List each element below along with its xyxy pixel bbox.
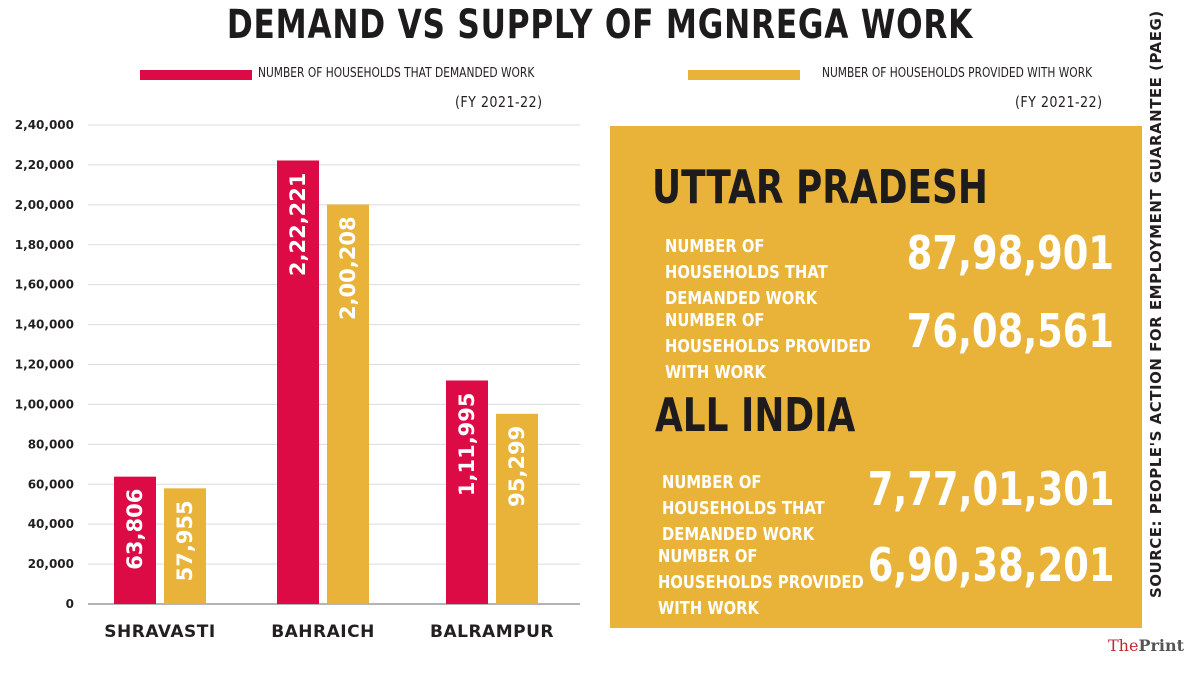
y-tick-label: 1,20,000 bbox=[15, 358, 74, 372]
chart-title: DEMAND VS SUPPLY OF MGNREGA WORK bbox=[226, 2, 974, 48]
theprint-logo: ThePrint bbox=[1108, 636, 1185, 655]
up-provided-label: NUMBER OF HOUSEHOLDS PROVIDED WITH WORK bbox=[665, 310, 871, 383]
region-title-up: UTTAR PRADESH bbox=[652, 160, 988, 214]
y-tick-label: 1,80,000 bbox=[15, 238, 74, 252]
region-title-india: ALL INDIA bbox=[655, 388, 856, 442]
bar bbox=[327, 204, 369, 604]
y-tick-label: 40,000 bbox=[28, 517, 74, 531]
bar bbox=[164, 488, 206, 604]
y-tick-label: 2,00,000 bbox=[15, 198, 74, 212]
data-label: 1,11,995 bbox=[455, 392, 479, 496]
y-tick-label: 1,40,000 bbox=[15, 318, 74, 332]
y-tick-label: 2,20,000 bbox=[15, 158, 74, 172]
bar bbox=[496, 413, 538, 604]
data-label: 57,955 bbox=[173, 500, 197, 581]
up-demanded-value: 87,98,901 bbox=[906, 226, 1114, 280]
y-tick-label: 80,000 bbox=[28, 437, 74, 451]
category-label: SHRAVASTI bbox=[104, 622, 215, 642]
bar-chart: 0 20,000 40,000 60,000 80,000 1,00,000 1,20,00… bbox=[15, 118, 580, 642]
bar bbox=[277, 160, 319, 604]
source-credit: SOURCE: PEOPLE'S ACTION FOR EMPLOYMENT G… bbox=[1147, 10, 1165, 598]
legend-fy-demanded: (FY 2021-22) bbox=[455, 93, 543, 111]
legend-fy-provided: (FY 2021-22) bbox=[1015, 93, 1103, 111]
legend-label-demanded: NUMBER OF HOUSEHOLDS THAT DEMANDED WORK bbox=[258, 66, 535, 81]
legend-swatch-provided bbox=[688, 70, 800, 80]
legend-swatch-demanded bbox=[140, 70, 252, 80]
y-tick-label: 1,60,000 bbox=[15, 278, 74, 292]
y-tick-label: 2,40,000 bbox=[15, 118, 74, 132]
india-demanded-value: 7,77,01,301 bbox=[867, 462, 1114, 516]
up-demanded-label: NUMBER OF HOUSEHOLDS THAT DEMANDED WORK bbox=[665, 236, 828, 309]
category-label: BAHRAICH bbox=[271, 622, 375, 642]
india-provided-label: NUMBER OF HOUSEHOLDS PROVIDED WITH WORK bbox=[658, 546, 864, 619]
y-tick-label: 60,000 bbox=[28, 477, 74, 491]
bar bbox=[114, 476, 156, 604]
india-demanded-label: NUMBER OF HOUSEHOLDS THAT DEMANDED WORK bbox=[662, 472, 825, 545]
up-provided-value: 76,08,561 bbox=[906, 304, 1114, 358]
legend-label-provided: NUMBER OF HOUSEHOLDS PROVIDED WITH WORK bbox=[822, 66, 1093, 81]
data-label: 95,299 bbox=[505, 426, 529, 507]
bar bbox=[446, 380, 488, 604]
data-label: 2,22,221 bbox=[286, 172, 310, 276]
y-tick-label: 0 bbox=[66, 597, 74, 611]
y-tick-label: 20,000 bbox=[28, 557, 74, 571]
summary-panel: UTTAR PRADESH NUMBER OF HOUSEHOLDS THAT … bbox=[610, 126, 1142, 628]
y-tick-label: 1,00,000 bbox=[15, 397, 74, 411]
india-provided-value: 6,90,38,201 bbox=[867, 538, 1114, 592]
data-label: 2,00,208 bbox=[336, 216, 360, 320]
category-label: BALRAMPUR bbox=[430, 622, 554, 642]
data-label: 63,806 bbox=[123, 489, 147, 570]
